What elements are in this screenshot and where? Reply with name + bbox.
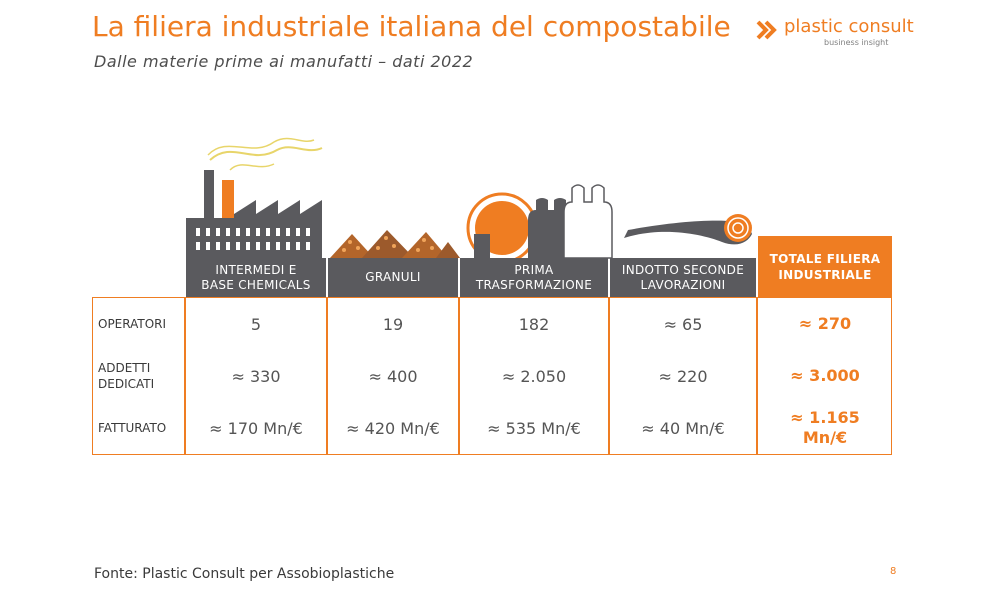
column-divider — [756, 297, 758, 455]
logo-name: plastic consult — [784, 16, 914, 37]
table-cell: ≈ 330 — [231, 366, 281, 386]
row-label-addetti: ADDETTI DEDICATI — [98, 361, 155, 391]
table-cell: 182 — [518, 314, 550, 334]
page-title: La filiera industriale italiana del comp… — [92, 10, 731, 43]
table-cell: ≈ 535 Mn/€ — [487, 418, 581, 438]
total-cell: ≈ 1.165 Mn/€ — [790, 408, 860, 447]
table-cell: 19 — [382, 314, 404, 334]
factory-icon — [186, 137, 323, 258]
column-header-totale: TOTALE FILIERA INDUSTRIALE — [758, 236, 892, 297]
row-label-operatori: OPERATORI — [98, 317, 167, 331]
table-cell: ≈ 65 — [663, 314, 703, 334]
supply-chain-illustration — [186, 137, 752, 264]
table-cell: ≈ 170 Mn/€ — [209, 418, 303, 438]
chevron-logo-icon — [756, 20, 777, 40]
column-header-prima-trasformazione: PRIMA TRASFORMAZIONE — [460, 258, 608, 297]
source-note: Fonte: Plastic Consult per Assobioplasti… — [94, 566, 395, 582]
table-cell: ≈ 420 Mn/€ — [346, 418, 440, 438]
brand-logo: plastic consult business insight — [754, 16, 914, 50]
column-divider — [458, 297, 460, 455]
page-subtitle: Dalle materie prime ai manufatti – dati … — [94, 52, 474, 71]
data-table — [92, 297, 892, 455]
total-cell: ≈ 270 — [798, 314, 852, 333]
total-cell: ≈ 3.000 — [790, 366, 860, 385]
row-label-fatturato: FATTURATO — [98, 421, 167, 435]
table-cell: 5 — [250, 314, 262, 334]
logo-tagline: business insight — [824, 38, 889, 47]
column-header-granuli: GRANULI — [328, 258, 458, 297]
table-cell: ≈ 400 — [368, 366, 418, 386]
bag-roll-icon — [466, 184, 613, 264]
table-cell: ≈ 40 Mn/€ — [641, 418, 725, 438]
granules-icon — [330, 230, 460, 258]
column-divider — [326, 297, 328, 455]
column-divider — [184, 297, 186, 455]
column-header-indotto: INDOTTO SECONDE LAVORAZIONI — [610, 258, 756, 297]
table-cell: ≈ 2.050 — [501, 366, 567, 386]
column-divider — [608, 297, 610, 455]
page-number: 8 — [890, 566, 897, 577]
column-header-intermedi: INTERMEDI E BASE CHEMICALS — [186, 258, 326, 297]
table-cell: ≈ 220 — [658, 366, 708, 386]
film-roll-icon — [624, 214, 752, 245]
